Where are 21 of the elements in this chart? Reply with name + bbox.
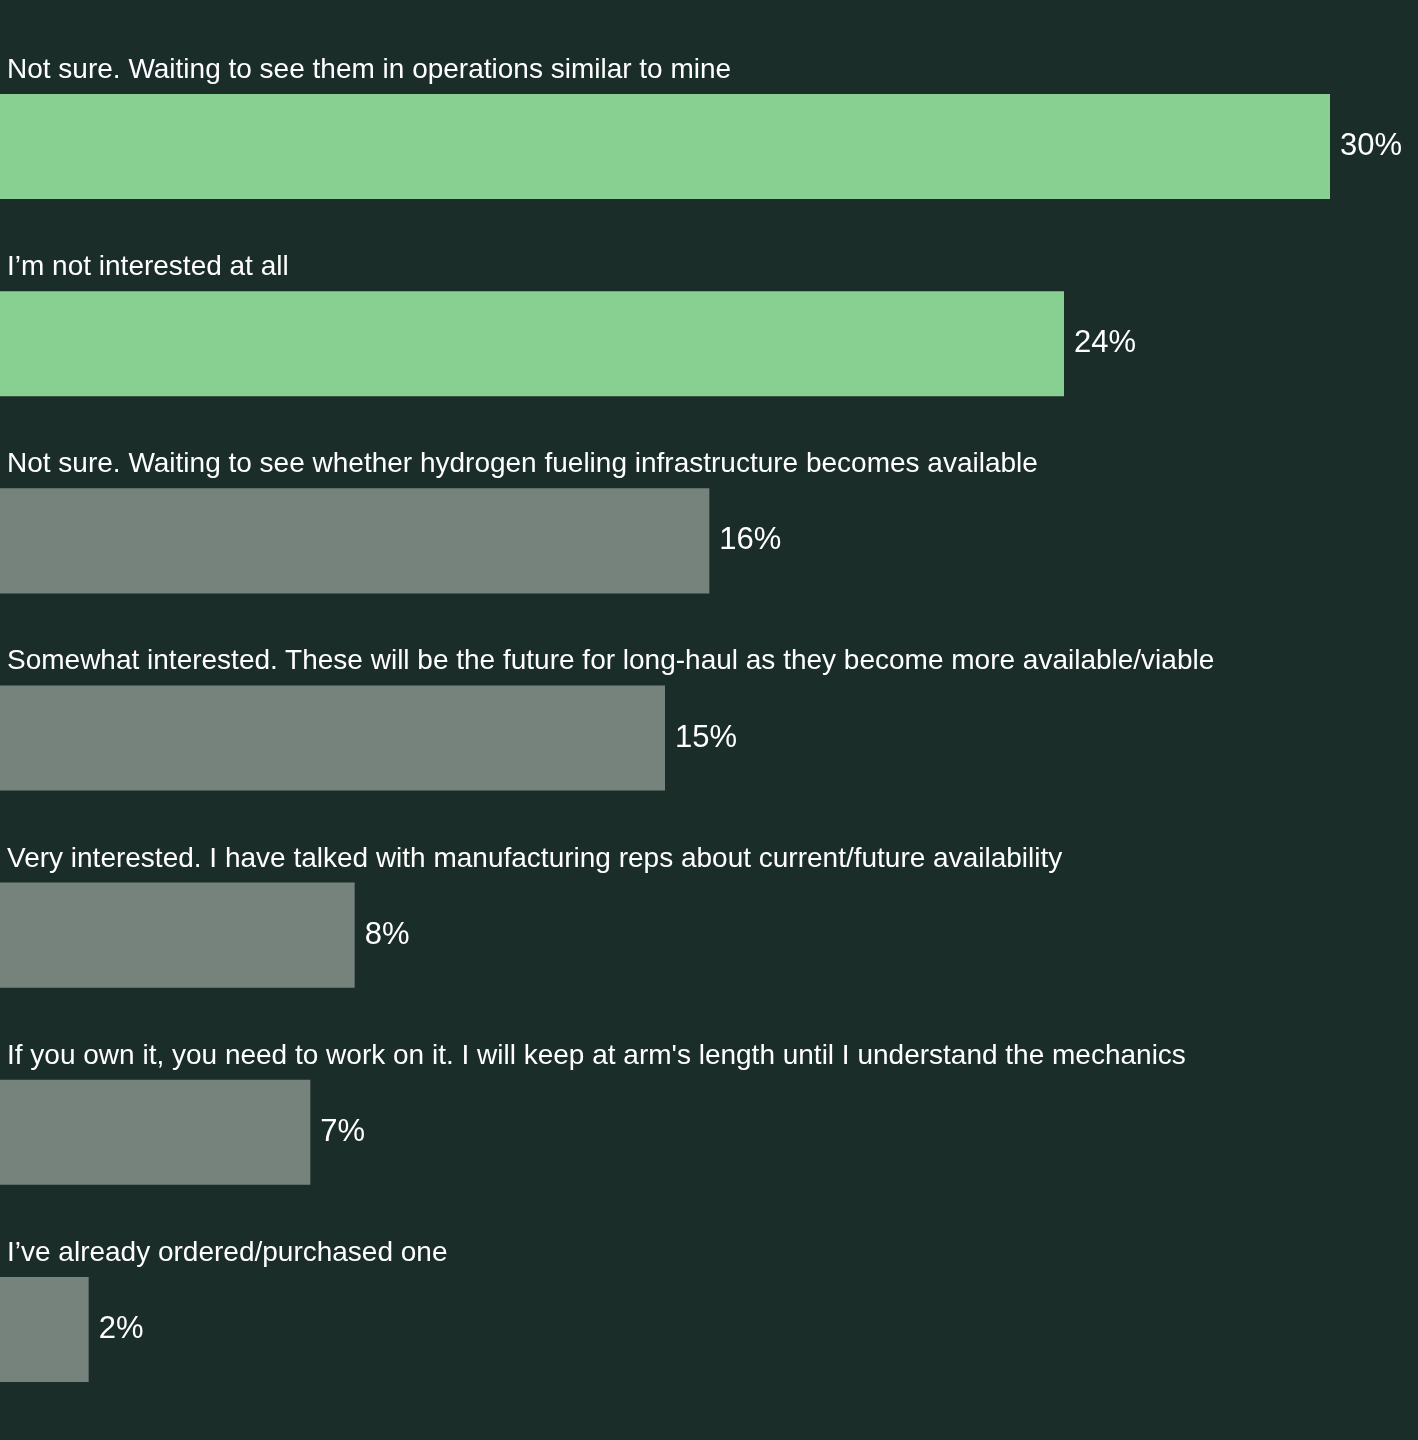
data-label: 24% [1074, 324, 1137, 360]
y-tick-label: Not sure. Waiting to see them in operations similar to mine [7, 53, 732, 85]
y-tick-label: I’m not interested at all [7, 250, 289, 282]
bar [0, 94, 1330, 200]
data-label: 16% [719, 521, 782, 557]
data-label: 8% [364, 915, 410, 951]
bar [0, 1079, 311, 1185]
y-tick-label: Not sure. Waiting to see whether hydrogen fueling infrastructure becomes available [7, 447, 1038, 479]
bar [0, 1276, 89, 1382]
data-label: 15% [675, 718, 738, 754]
bar [0, 488, 710, 594]
bar [0, 882, 355, 988]
data-label: 30% [1340, 127, 1403, 163]
y-tick-label: If you own it, you need to work on it. I will keep at arm's length until I understand the mechanics [7, 1038, 1186, 1070]
y-tick-label: I’ve already ordered/purchased one [7, 1235, 448, 1267]
bar [0, 685, 665, 791]
y-tick-label: Very interested. I have talked with manufacturing reps about current/future availability [7, 841, 1063, 873]
y-tick-label: Somewhat interested. These will be the future for long-haul as they become more available/viable [7, 644, 1215, 676]
data-label: 7% [320, 1112, 366, 1148]
data-label: 2% [98, 1309, 144, 1345]
bar [0, 291, 1064, 397]
